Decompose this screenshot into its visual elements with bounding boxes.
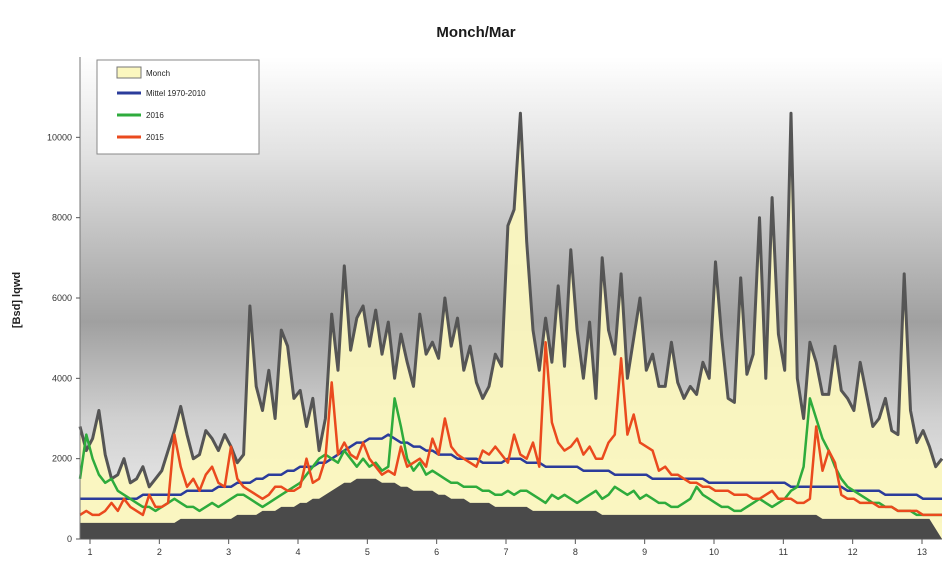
- x-tick-label: 11: [779, 547, 788, 557]
- chart-title: Monch/Mar: [436, 24, 515, 41]
- x-tick-layer: 1 2 3 4 5 6 7 8 9 10 11 12 13: [87, 539, 927, 557]
- x-tick-label: 10: [709, 547, 719, 557]
- y-tick-label: 10000: [47, 132, 72, 142]
- legend-label-blue: Mittel 1970-2010: [146, 89, 206, 98]
- outer-area-layer: [78, 111, 944, 539]
- legend: Monch Mittel 1970-2010 2016 2015: [96, 59, 260, 155]
- x-tick-label: 9: [642, 547, 647, 557]
- x-tick-label: 4: [295, 547, 300, 557]
- line-monch: [78, 111, 944, 489]
- x-tick-label: 8: [573, 547, 578, 557]
- y-tick-label: 0: [67, 534, 72, 544]
- y-tick-label: 4000: [52, 373, 72, 383]
- line-2015: [79, 340, 942, 517]
- x-tick-label: 7: [503, 547, 508, 557]
- legend-label-red: 2015: [146, 133, 164, 142]
- x-tick-label: 13: [917, 547, 927, 557]
- x-tick-label: 2: [157, 547, 162, 557]
- y-tick-label: 2000: [52, 454, 72, 464]
- legend-label-outer: Monch: [146, 69, 170, 78]
- x-tick-label: 12: [848, 547, 858, 557]
- y-tick-layer: 0 2000 4000 6000 8000 10000: [47, 132, 80, 544]
- area-base: [80, 478, 942, 539]
- x-tick-label: 3: [226, 547, 231, 557]
- line-2016: [78, 397, 942, 517]
- x-tick-label: 6: [434, 547, 439, 557]
- legend-swatch-outer: [116, 66, 142, 79]
- series-lines-layer: [78, 340, 942, 517]
- base-area-layer: [80, 478, 942, 539]
- y-axis-label: [Bsd] lqwd: [11, 272, 23, 328]
- y-tick-label: 8000: [52, 213, 72, 223]
- area-monch: [80, 113, 942, 539]
- legend-label-green: 2016: [146, 111, 164, 120]
- x-tick-label: 5: [365, 547, 370, 557]
- y-tick-label: 6000: [52, 293, 72, 303]
- x-tick-label: 1: [87, 547, 92, 557]
